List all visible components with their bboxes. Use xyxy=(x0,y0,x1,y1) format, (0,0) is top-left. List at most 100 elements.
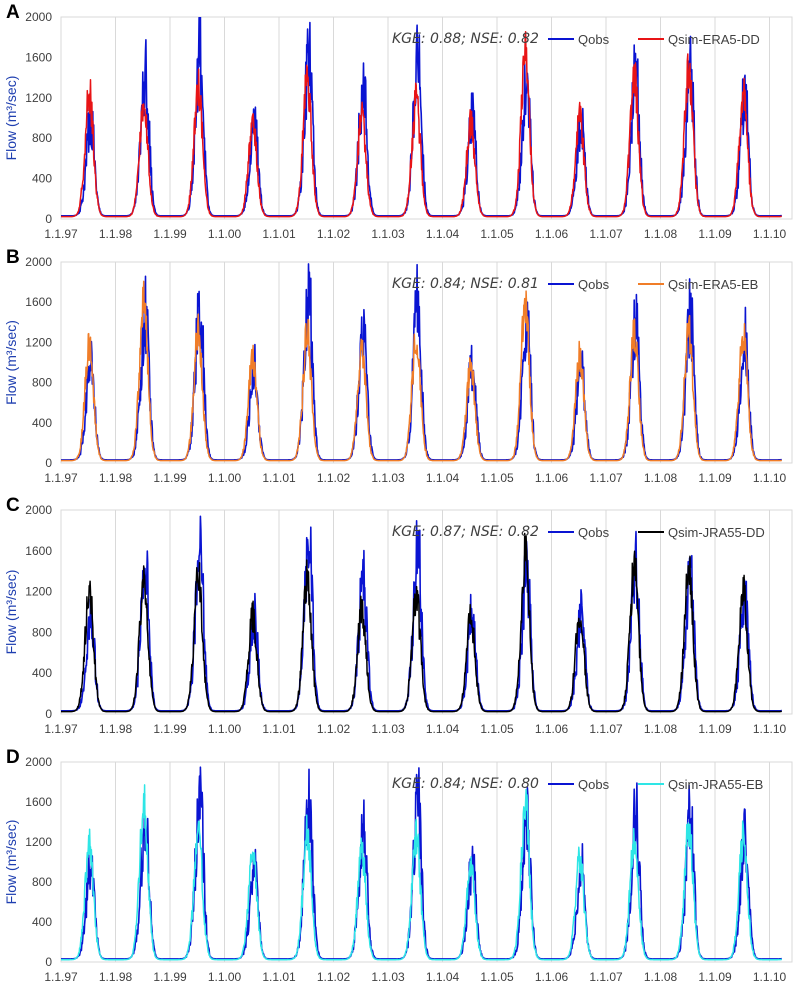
x-tick-label: 1.1.00 xyxy=(208,227,242,241)
series-line-qobs xyxy=(61,515,783,712)
y-tick-label: 1600 xyxy=(25,50,52,64)
x-tick-label: 1.1.06 xyxy=(535,227,569,241)
series-line-qsim xyxy=(61,784,783,961)
legend-label: Qobs xyxy=(578,777,610,792)
series-line-qsim xyxy=(61,30,783,218)
x-tick-label: 1.1.01 xyxy=(262,471,296,485)
x-tick-label: 1.1.10 xyxy=(753,970,787,984)
y-tick-label: 800 xyxy=(32,376,52,390)
x-tick-label: 1.1.04 xyxy=(426,227,460,241)
x-tick-label: 1.1.07 xyxy=(589,722,623,736)
x-tick-label: 1.1.97 xyxy=(44,970,78,984)
x-tick-label: 1.1.08 xyxy=(644,970,678,984)
panel-letter: B xyxy=(6,247,20,268)
y-tick-label: 400 xyxy=(32,416,52,430)
x-tick-label: 1.1.08 xyxy=(644,227,678,241)
x-tick-label: 1.1.09 xyxy=(698,471,732,485)
x-tick-label: 1.1.09 xyxy=(698,722,732,736)
series-line-qobs xyxy=(61,766,783,960)
x-tick-label: 1.1.98 xyxy=(99,722,133,736)
y-tick-label: 0 xyxy=(45,707,52,721)
x-tick-label: 1.1.06 xyxy=(535,471,569,485)
y-tick-label: 400 xyxy=(32,915,52,929)
series-line-qsim xyxy=(61,532,783,713)
y-tick-label: 800 xyxy=(32,625,52,639)
panel-d: 1.1.97 1.1.98 1.1.99 1.1.00 1.1.01 1.1.02 1.1.… xyxy=(3,747,793,984)
legend-label: Qsim-ERA5-DD xyxy=(668,32,760,47)
y-tick-label: 1200 xyxy=(25,835,52,849)
y-axis-label: Flow (m³/sec) xyxy=(3,320,19,405)
metrics-annotation: KGE: 0.88; NSE: 0.82 xyxy=(392,31,539,47)
x-tick-label: 1.1.10 xyxy=(753,471,787,485)
legend-label: Qobs xyxy=(578,525,610,540)
x-tick-label: 1.1.01 xyxy=(262,227,296,241)
x-tick-label: 1.1.97 xyxy=(44,227,78,241)
x-tick-label: 1.1.08 xyxy=(644,722,678,736)
panel-a: 1.1.97 1.1.98 1.1.99 1.1.00 1.1.01 1.1.02 1.1.… xyxy=(3,2,793,241)
y-axis-label: Flow (m³/sec) xyxy=(3,570,19,655)
y-axis-label: Flow (m³/sec) xyxy=(3,820,19,905)
x-tick-label: 1.1.99 xyxy=(153,227,187,241)
x-tick-label: 1.1.06 xyxy=(535,722,569,736)
x-tick-label: 1.1.97 xyxy=(44,722,78,736)
x-tick-label: 1.1.03 xyxy=(371,970,405,984)
x-tick-label: 1.1.01 xyxy=(262,970,296,984)
x-tick-label: 1.1.02 xyxy=(317,970,351,984)
y-tick-label: 800 xyxy=(32,131,52,145)
y-tick-label: 2000 xyxy=(25,10,52,24)
y-tick-label: 1600 xyxy=(25,544,52,558)
series-line-qobs xyxy=(61,263,783,461)
y-tick-label: 1600 xyxy=(25,795,52,809)
y-tick-label: 2000 xyxy=(25,755,52,769)
x-tick-label: 1.1.00 xyxy=(208,471,242,485)
x-tick-label: 1.1.08 xyxy=(644,471,678,485)
x-tick-label: 1.1.99 xyxy=(153,722,187,736)
y-axis-label: Flow (m³/sec) xyxy=(3,76,19,161)
panel-b: 1.1.97 1.1.98 1.1.99 1.1.00 1.1.01 1.1.02 1.1.… xyxy=(3,247,793,485)
y-tick-label: 0 xyxy=(45,955,52,969)
x-tick-label: 1.1.04 xyxy=(426,471,460,485)
x-tick-label: 1.1.02 xyxy=(317,471,351,485)
panel-letter: D xyxy=(6,747,20,768)
x-tick-label: 1.1.02 xyxy=(317,722,351,736)
x-tick-label: 1.1.99 xyxy=(153,471,187,485)
y-tick-label: 0 xyxy=(45,212,52,226)
y-tick-label: 2000 xyxy=(25,255,52,269)
y-tick-label: 2000 xyxy=(25,503,52,517)
metrics-annotation: KGE: 0.87; NSE: 0.82 xyxy=(392,524,539,540)
x-tick-label: 1.1.04 xyxy=(426,970,460,984)
x-tick-label: 1.1.00 xyxy=(208,970,242,984)
x-tick-label: 1.1.98 xyxy=(99,970,133,984)
x-tick-label: 1.1.05 xyxy=(480,471,514,485)
x-tick-label: 1.1.07 xyxy=(589,471,623,485)
x-tick-label: 1.1.01 xyxy=(262,722,296,736)
legend-label: Qsim-JRA55-DD xyxy=(668,525,765,540)
x-tick-label: 1.1.03 xyxy=(371,227,405,241)
series-line-qsim xyxy=(61,280,783,462)
panel-letter: A xyxy=(6,2,20,23)
x-tick-label: 1.1.98 xyxy=(99,471,133,485)
x-tick-label: 1.1.00 xyxy=(208,722,242,736)
y-tick-label: 0 xyxy=(45,456,52,470)
x-tick-label: 1.1.05 xyxy=(480,722,514,736)
x-tick-label: 1.1.07 xyxy=(589,227,623,241)
metrics-annotation: KGE: 0.84; NSE: 0.80 xyxy=(392,776,539,792)
x-tick-label: 1.1.05 xyxy=(480,970,514,984)
x-tick-label: 1.1.06 xyxy=(535,970,569,984)
panel-c: 1.1.97 1.1.98 1.1.99 1.1.00 1.1.01 1.1.02 1.1.… xyxy=(3,495,793,736)
x-tick-label: 1.1.05 xyxy=(480,227,514,241)
panel-letter: C xyxy=(6,495,20,516)
x-tick-label: 1.1.03 xyxy=(371,471,405,485)
y-tick-label: 1600 xyxy=(25,295,52,309)
y-tick-label: 1200 xyxy=(25,335,52,349)
y-tick-label: 800 xyxy=(32,875,52,889)
legend-label: Qobs xyxy=(578,32,610,47)
x-tick-label: 1.1.98 xyxy=(99,227,133,241)
y-tick-label: 400 xyxy=(32,172,52,186)
legend-label: Qsim-JRA55-EB xyxy=(668,777,763,792)
x-tick-label: 1.1.99 xyxy=(153,970,187,984)
x-tick-label: 1.1.04 xyxy=(426,722,460,736)
metrics-annotation: KGE: 0.84; NSE: 0.81 xyxy=(392,276,539,292)
